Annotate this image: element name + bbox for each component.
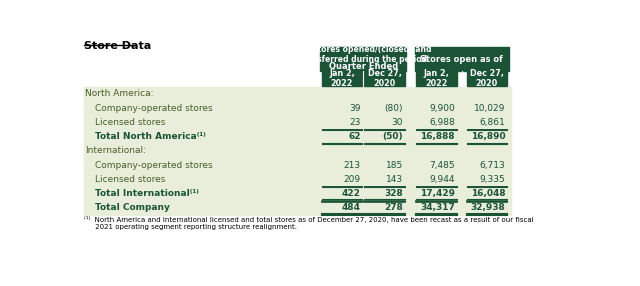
Text: 6,861: 6,861 xyxy=(480,118,506,127)
Text: 9,944: 9,944 xyxy=(429,175,455,184)
Text: 62: 62 xyxy=(348,132,360,141)
Bar xyxy=(84,129,511,144)
Text: 185: 185 xyxy=(386,160,403,170)
Text: Dec 27,
2020: Dec 27, 2020 xyxy=(470,69,504,88)
Text: 328: 328 xyxy=(385,189,403,198)
Text: Jan 2,
2022: Jan 2, 2022 xyxy=(424,69,449,88)
Text: 7,485: 7,485 xyxy=(429,160,455,170)
Text: ⁽¹⁾  North America and International licensed and total stores as of December 27: ⁽¹⁾ North America and International lice… xyxy=(84,216,534,230)
Bar xyxy=(467,71,507,86)
Text: Store Data: Store Data xyxy=(84,41,151,51)
Text: 16,890: 16,890 xyxy=(471,132,506,141)
Text: 17,429: 17,429 xyxy=(420,189,455,198)
Text: 209: 209 xyxy=(344,175,360,184)
Text: (80): (80) xyxy=(385,104,403,113)
Text: North America:: North America: xyxy=(85,89,154,98)
Text: Total North America⁽¹⁾: Total North America⁽¹⁾ xyxy=(95,132,205,141)
Bar xyxy=(84,101,511,115)
Bar xyxy=(84,172,511,186)
Text: 34,317: 34,317 xyxy=(420,203,455,212)
Text: International:: International: xyxy=(85,146,147,155)
Text: 32,938: 32,938 xyxy=(471,203,506,212)
Text: Licensed stores: Licensed stores xyxy=(95,118,165,127)
Text: 9,900: 9,900 xyxy=(429,104,455,113)
Bar xyxy=(320,47,406,61)
Text: Company-operated stores: Company-operated stores xyxy=(95,160,212,170)
Bar xyxy=(84,115,511,129)
Bar xyxy=(84,186,511,201)
Text: 213: 213 xyxy=(344,160,360,170)
Text: Total International⁽¹⁾: Total International⁽¹⁾ xyxy=(95,189,198,198)
Bar xyxy=(84,158,511,172)
Text: 23: 23 xyxy=(349,118,360,127)
Text: 484: 484 xyxy=(342,203,360,212)
Bar xyxy=(320,61,406,71)
Bar xyxy=(415,47,509,71)
Text: (50): (50) xyxy=(383,132,403,141)
Text: 278: 278 xyxy=(384,203,403,212)
Text: Dec 27,
2020: Dec 27, 2020 xyxy=(367,69,401,88)
Text: Jan 2,
2022: Jan 2, 2022 xyxy=(329,69,355,88)
Bar xyxy=(84,144,511,158)
Bar xyxy=(84,201,511,215)
Bar xyxy=(364,71,404,86)
Bar xyxy=(322,71,362,86)
Text: Net stores opened/(closed) and
transferred during the period: Net stores opened/(closed) and transferr… xyxy=(295,45,431,64)
Text: 10,029: 10,029 xyxy=(474,104,506,113)
Text: 16,048: 16,048 xyxy=(471,189,506,198)
Text: Company-operated stores: Company-operated stores xyxy=(95,104,212,113)
Text: Stores open as of: Stores open as of xyxy=(420,55,503,64)
Text: Licensed stores: Licensed stores xyxy=(95,175,165,184)
Text: 422: 422 xyxy=(342,189,360,198)
Text: 39: 39 xyxy=(349,104,360,113)
Text: Quarter Ended: Quarter Ended xyxy=(328,62,398,71)
Text: 9,335: 9,335 xyxy=(480,175,506,184)
Bar xyxy=(84,87,511,101)
Bar xyxy=(417,71,457,86)
Text: 6,713: 6,713 xyxy=(480,160,506,170)
Text: 16,888: 16,888 xyxy=(420,132,455,141)
Text: 30: 30 xyxy=(392,118,403,127)
Text: 6,988: 6,988 xyxy=(429,118,455,127)
Text: Total Company: Total Company xyxy=(95,203,170,212)
Text: 143: 143 xyxy=(386,175,403,184)
